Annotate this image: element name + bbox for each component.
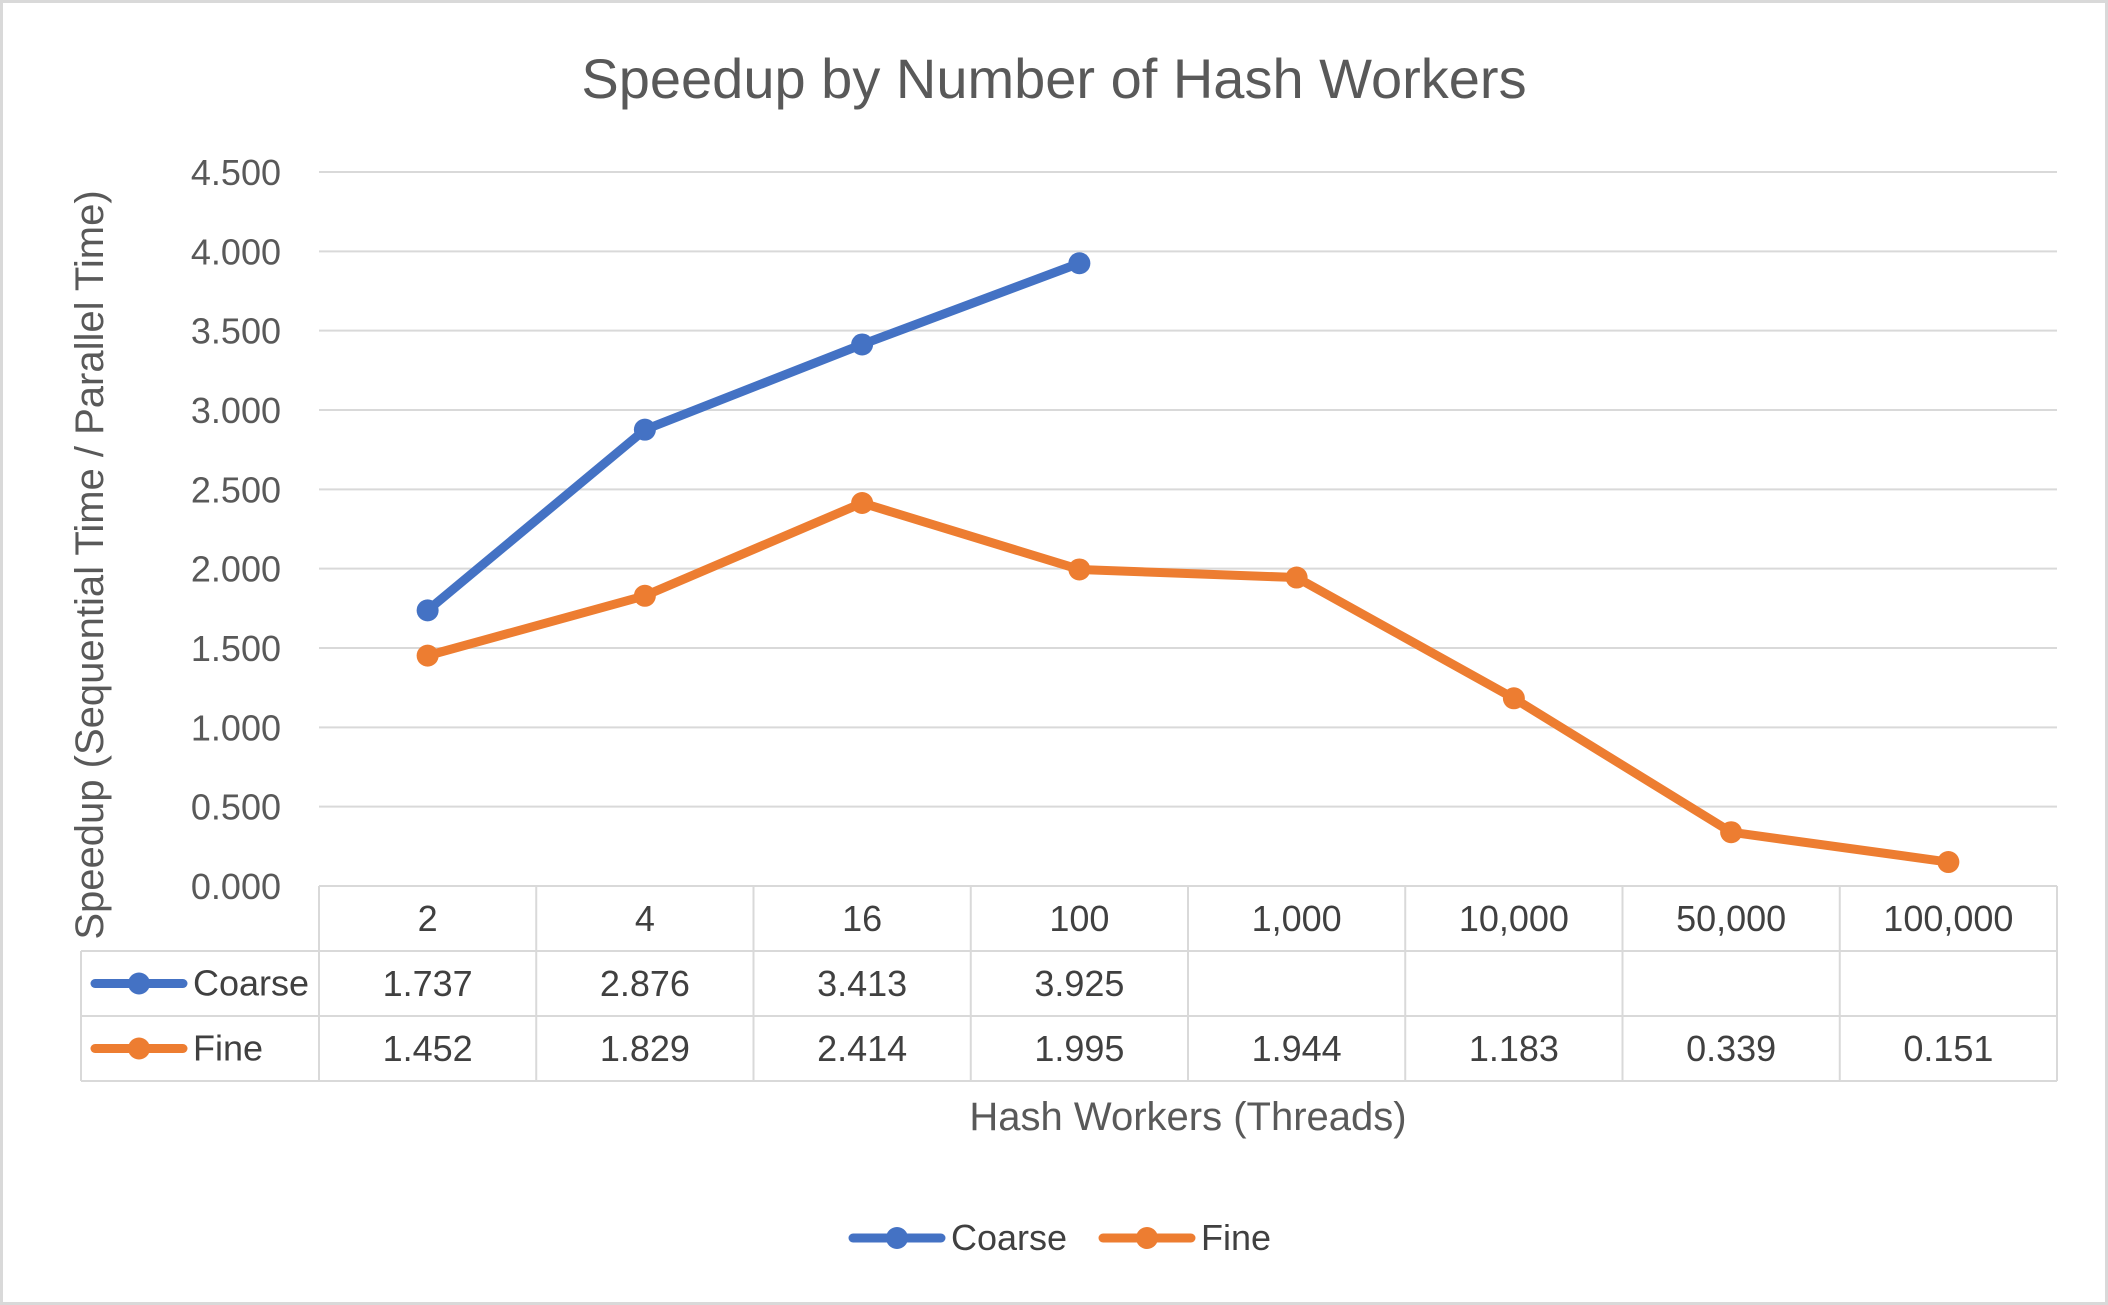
table-cell-value: 2.876 <box>600 963 690 1004</box>
series-fine <box>416 491 1960 874</box>
y-tick-label: 3.500 <box>191 311 281 352</box>
category-label: 16 <box>842 898 882 939</box>
table-series-name: Fine <box>193 1028 263 1069</box>
data-point <box>1068 558 1091 581</box>
legend-marker <box>886 1227 908 1249</box>
category-label: 100 <box>1049 898 1109 939</box>
y-tick-label: 0.500 <box>191 787 281 828</box>
category-label: 4 <box>635 898 655 939</box>
y-tick-label: 1.000 <box>191 707 281 748</box>
y-axis-label: Speedup (Sequential Time / Parallel Time… <box>68 190 112 939</box>
chart-title: Speedup by Number of Hash Workers <box>581 47 1526 110</box>
legend-label: Coarse <box>951 1217 1067 1258</box>
data-point <box>851 333 874 356</box>
table-cell-value: 0.151 <box>1903 1028 1993 1069</box>
table-cell-value: 2.414 <box>817 1028 907 1069</box>
line-chart: Speedup by Number of Hash Workers Speedu… <box>68 47 2058 1258</box>
y-tick-label: 2.000 <box>191 549 281 590</box>
data-point <box>416 599 439 622</box>
category-label: 50,000 <box>1676 898 1786 939</box>
table-series-name: Coarse <box>193 963 309 1004</box>
data-point <box>1937 851 1960 874</box>
legend-marker <box>1136 1227 1158 1249</box>
category-label: 100,000 <box>1883 898 2013 939</box>
series-lines <box>416 252 1960 874</box>
legend-item-fine: Fine <box>1098 1217 1271 1258</box>
y-tick-label: 2.500 <box>191 469 281 510</box>
y-axis-ticks: 0.000 0.500 1.000 1.500 2.000 2.500 3.000 3.500… <box>191 152 281 907</box>
category-label: 1,000 <box>1252 898 1342 939</box>
gridlines <box>319 171 2057 887</box>
table-legend-key-coarse <box>90 972 188 995</box>
table-cell-value: 1.944 <box>1252 1028 1342 1069</box>
y-tick-label: 4.000 <box>191 231 281 272</box>
series-line <box>423 258 1084 615</box>
legend-label: Fine <box>1201 1217 1271 1258</box>
category-label: 10,000 <box>1459 898 1569 939</box>
series-coarse <box>416 252 1091 622</box>
data-point <box>1502 687 1525 710</box>
data-point <box>1720 821 1743 844</box>
y-tick-label: 4.500 <box>191 152 281 193</box>
table-cell-value: 0.339 <box>1686 1028 1776 1069</box>
data-table: 2 4 16 100 1,000 10,000 50,000 100,000 Coarse 1.7… <box>80 885 2058 1082</box>
table-cell-value: 1.183 <box>1469 1028 1559 1069</box>
y-tick-label: 1.500 <box>191 628 281 669</box>
data-point <box>633 418 656 441</box>
table-legend-key-fine <box>90 1037 188 1060</box>
data-point <box>633 584 656 607</box>
data-point <box>851 491 874 514</box>
table-cell-value: 1.452 <box>383 1028 473 1069</box>
table-cell-value: 1.737 <box>383 963 473 1004</box>
table-cell-value: 1.995 <box>1034 1028 1124 1069</box>
table-cell-value: 1.829 <box>600 1028 690 1069</box>
legend: Coarse Fine <box>848 1217 1271 1258</box>
y-tick-label: 3.000 <box>191 390 281 431</box>
data-point <box>416 644 439 667</box>
legend-item-coarse: Coarse <box>848 1217 1067 1258</box>
category-label: 2 <box>418 898 438 939</box>
data-point <box>1285 566 1308 589</box>
data-point <box>1068 252 1091 275</box>
series-line <box>423 498 1953 867</box>
table-cell-value: 3.925 <box>1034 963 1124 1004</box>
table-cell-value: 3.413 <box>817 963 907 1004</box>
x-axis-label: Hash Workers (Threads) <box>969 1095 1406 1139</box>
y-tick-label: 0.000 <box>191 866 281 907</box>
